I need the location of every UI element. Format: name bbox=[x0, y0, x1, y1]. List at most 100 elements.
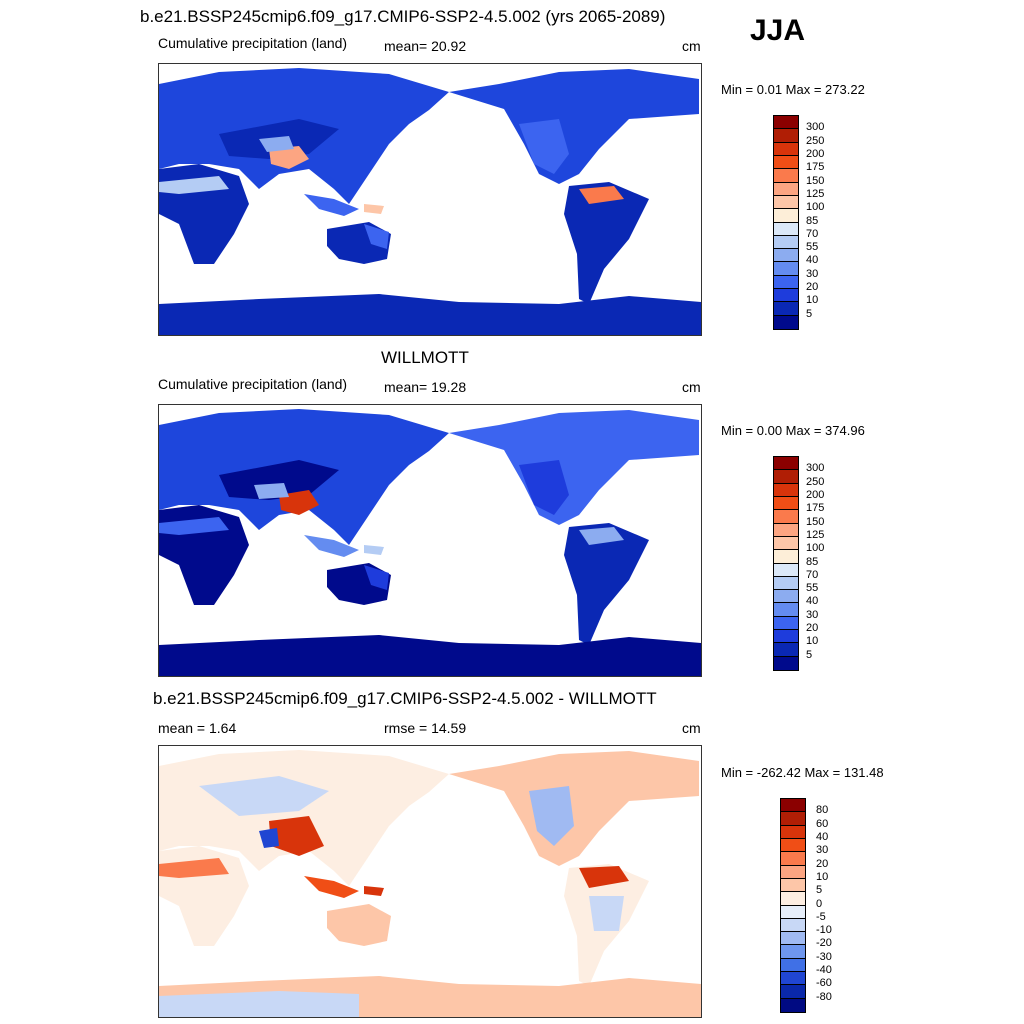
north-america-landmass bbox=[449, 69, 699, 184]
colorbar-swatch bbox=[781, 905, 805, 919]
australia-landmass bbox=[327, 563, 391, 605]
colorbar-label: 55 bbox=[806, 582, 819, 595]
colorbar-swatch bbox=[774, 169, 798, 183]
colorbar-swatch bbox=[774, 249, 798, 263]
colorbar-swatch bbox=[774, 315, 798, 329]
colorbar-label: 20 bbox=[806, 281, 819, 294]
colorbar-swatch bbox=[774, 523, 798, 537]
colorbar-swatch bbox=[774, 182, 798, 196]
colorbar-swatch bbox=[774, 262, 798, 276]
panel3-minmax: Min = -262.42 Max = 131.48 bbox=[721, 765, 884, 780]
colorbar-swatch bbox=[774, 116, 798, 130]
colorbar-label: 70 bbox=[806, 568, 819, 581]
colorbar-swatch bbox=[781, 985, 805, 999]
panel2-colorbar bbox=[773, 456, 799, 671]
colorbar-swatch bbox=[774, 209, 798, 223]
colorbar-swatch bbox=[781, 799, 805, 813]
colorbar-swatch bbox=[774, 483, 798, 497]
colorbar-label: 55 bbox=[806, 241, 819, 254]
africa-landmass bbox=[159, 505, 249, 605]
colorbar-label: -30 bbox=[816, 950, 832, 963]
panel1-mean-label: mean= 20.92 bbox=[384, 38, 467, 54]
colorbar-label: 125 bbox=[806, 528, 825, 541]
colorbar-label: 85 bbox=[806, 555, 819, 568]
colorbar-swatch bbox=[774, 129, 798, 143]
colorbar-label: 125 bbox=[806, 187, 825, 200]
colorbar-swatch bbox=[781, 838, 805, 853]
colorbar-swatch bbox=[774, 235, 798, 250]
eurasia-landmass bbox=[159, 409, 449, 545]
colorbar-label: 300 bbox=[806, 462, 825, 475]
panel1-variable-label: Cumulative precipitation (land) bbox=[158, 35, 348, 51]
north-america-landmass bbox=[449, 410, 699, 525]
south-america-landmass bbox=[564, 864, 649, 986]
antarctica-landmass bbox=[159, 294, 701, 335]
panel2-minmax: Min = 0.00 Max = 374.96 bbox=[721, 423, 865, 438]
colorbar-swatch bbox=[781, 998, 805, 1012]
eurasia-landmass bbox=[159, 750, 449, 886]
panel3-colorbar bbox=[780, 798, 806, 1013]
colorbar-label: 150 bbox=[806, 174, 825, 187]
colorbar-label: 10 bbox=[816, 870, 829, 883]
colorbar-swatch bbox=[774, 470, 798, 484]
season-label: JJA bbox=[750, 14, 806, 47]
south-america-landmass bbox=[564, 182, 649, 304]
australia-landmass bbox=[327, 904, 391, 946]
colorbar-label: 40 bbox=[816, 830, 829, 843]
colorbar-label: -10 bbox=[816, 924, 832, 937]
colorbar-swatch bbox=[781, 932, 805, 946]
australia-landmass bbox=[327, 222, 391, 264]
colorbar-label: -60 bbox=[816, 977, 832, 990]
colorbar-swatch bbox=[781, 865, 805, 879]
colorbar-swatch bbox=[774, 536, 798, 551]
colorbar-swatch bbox=[781, 918, 805, 933]
antarctica-landmass bbox=[159, 635, 701, 676]
colorbar-label: -20 bbox=[816, 937, 832, 950]
colorbar-swatch bbox=[774, 195, 798, 210]
colorbar-label: 30 bbox=[806, 267, 819, 280]
panel2-map bbox=[158, 404, 702, 677]
colorbar-label: 5 bbox=[816, 884, 823, 897]
maritime-continent bbox=[304, 876, 384, 898]
panel1-colorbar bbox=[773, 115, 799, 330]
colorbar-swatch bbox=[774, 603, 798, 617]
colorbar-swatch bbox=[774, 576, 798, 591]
panel2-title: WILLMOTT bbox=[381, 348, 469, 367]
colorbar-label: 60 bbox=[816, 817, 829, 830]
panel3-title: b.e21.BSSP245cmip6.f09_g17.CMIP6-SSP2-4.… bbox=[153, 689, 657, 708]
panel2-units-label: cm bbox=[682, 379, 701, 395]
panel1-minmax: Min = 0.01 Max = 273.22 bbox=[721, 82, 865, 97]
colorbar-swatch bbox=[774, 155, 798, 170]
colorbar-swatch bbox=[774, 496, 798, 511]
colorbar-swatch bbox=[774, 563, 798, 577]
colorbar-label: 20 bbox=[816, 857, 829, 870]
panel3-map-svg bbox=[159, 750, 701, 1017]
colorbar-swatch bbox=[781, 825, 805, 839]
colorbar-label: 5 bbox=[806, 307, 813, 320]
colorbar-label: -5 bbox=[816, 910, 826, 923]
panel1-units-label: cm bbox=[682, 38, 701, 54]
colorbar-swatch bbox=[774, 656, 798, 670]
north-america-landmass bbox=[449, 751, 699, 866]
colorbar-swatch bbox=[781, 892, 805, 906]
colorbar-label: 5 bbox=[806, 648, 813, 661]
maritime-continent bbox=[304, 535, 384, 557]
colorbar-label: 200 bbox=[806, 147, 825, 160]
colorbar-swatch bbox=[781, 852, 805, 866]
panel2-mean-label: mean= 19.28 bbox=[384, 379, 467, 395]
eurasia-landmass bbox=[159, 68, 449, 204]
colorbar-label: 100 bbox=[806, 542, 825, 555]
colorbar-swatch bbox=[774, 643, 798, 657]
colorbar-label: 200 bbox=[806, 488, 825, 501]
colorbar-label: -40 bbox=[816, 964, 832, 977]
panel1-map-svg bbox=[159, 68, 701, 335]
panel3-map bbox=[158, 745, 702, 1018]
south-america-landmass bbox=[564, 523, 649, 645]
colorbar-label: 175 bbox=[806, 161, 825, 174]
colorbar-label: 30 bbox=[816, 844, 829, 857]
colorbar-label: 250 bbox=[806, 475, 825, 488]
colorbar-label: 250 bbox=[806, 134, 825, 147]
colorbar-label: 40 bbox=[806, 595, 819, 608]
colorbar-label: 10 bbox=[806, 635, 819, 648]
colorbar-swatch bbox=[774, 222, 798, 236]
